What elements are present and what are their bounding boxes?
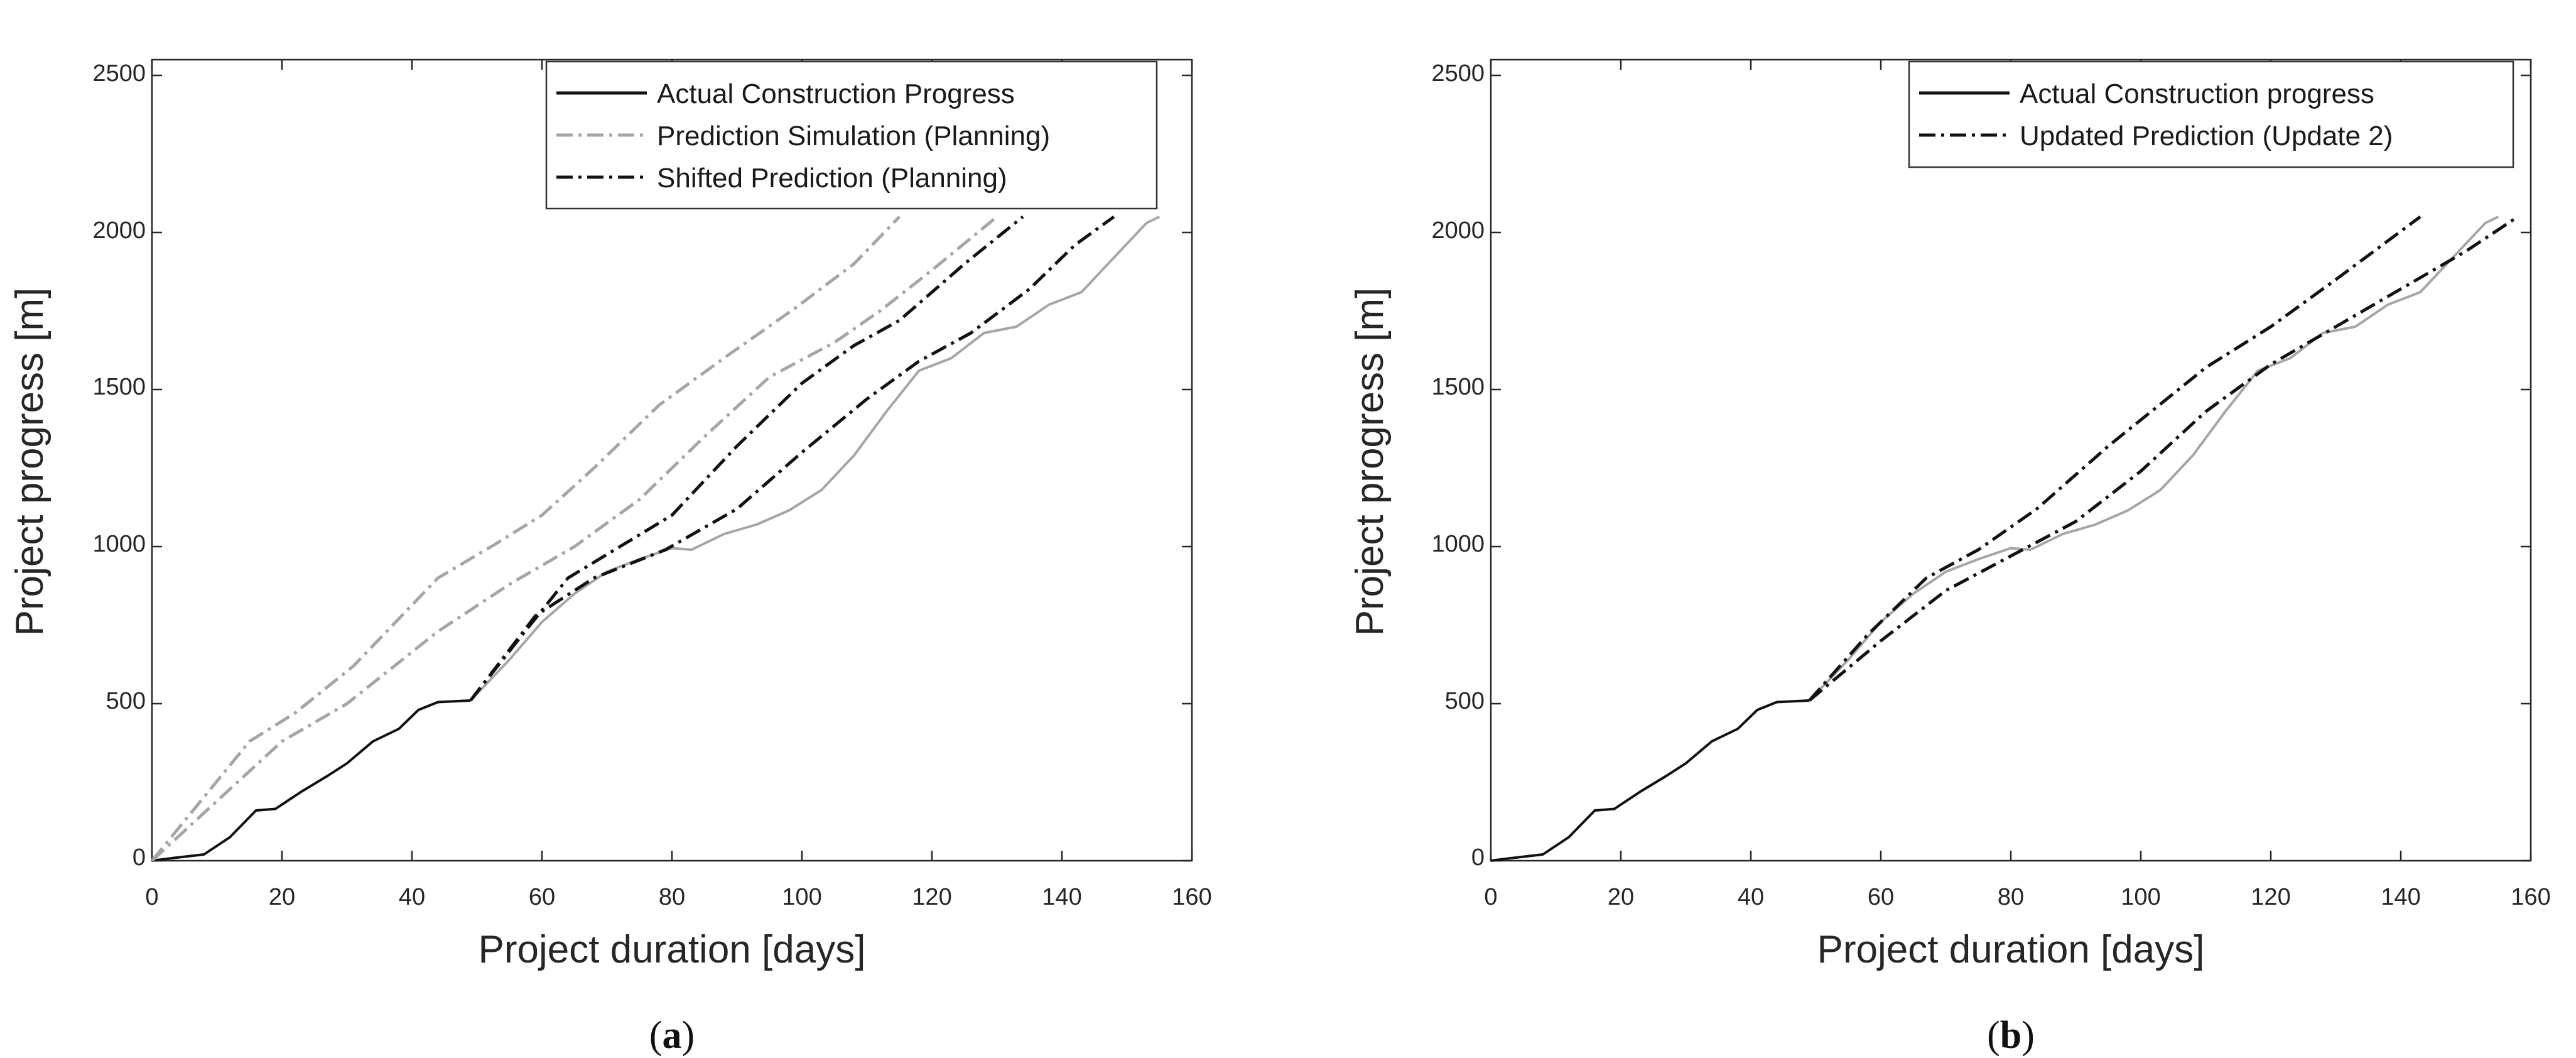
y-tick-labels-b: 0 500 1000 1500 2000 2500 (1431, 60, 1485, 871)
x-tick-label: 120 (912, 884, 951, 910)
caption-letter: a (663, 1014, 682, 1057)
series-line-4 (1808, 215, 2519, 702)
y-tick-label: 2500 (92, 60, 146, 87)
caption-b: (b) (1987, 1014, 2035, 1057)
legend-box (545, 60, 1158, 210)
x-tick-label: 60 (1868, 884, 1894, 910)
axes-frame (1490, 58, 2532, 862)
x-tick-label: 60 (529, 884, 555, 910)
x-tick-label: 20 (269, 884, 295, 910)
caption-open: ( (1987, 1014, 2000, 1057)
y-tick-label: 0 (1471, 844, 1485, 871)
chart-panel-b: 0 500 1000 1500 2000 2500 0 20 40 60 80 … (1348, 58, 2551, 1057)
y-axis-label-a: Project progress [m] (8, 288, 51, 636)
x-tick-label: 40 (399, 884, 425, 910)
series-line-6 (469, 215, 1115, 702)
series-line-2 (1808, 215, 2499, 702)
x-tick-label: 0 (145, 884, 158, 910)
legend-label: Actual Construction progress (2020, 79, 2374, 109)
x-tick-label: 100 (782, 884, 821, 910)
y-tick-label: 1000 (92, 531, 146, 557)
x-tick-label: 20 (1608, 884, 1634, 910)
caption-letter: b (2000, 1014, 2021, 1057)
legend-label: Actual Construction Progress (657, 79, 1015, 109)
x-tick-label: 40 (1738, 884, 1764, 910)
x-tick-labels-a: 0 20 40 60 80 100 120 140 160 (145, 884, 1211, 910)
x-tick-label: 160 (1172, 884, 1211, 910)
y-tick-label: 500 (1445, 688, 1485, 714)
series-line-5 (469, 215, 1024, 702)
x-tick-label: 0 (1484, 884, 1497, 910)
x-tick-label: 140 (1042, 884, 1081, 910)
caption-a: (a) (649, 1014, 695, 1057)
caption-open: ( (649, 1014, 663, 1057)
x-tick-labels-b: 0 20 40 60 80 100 120 140 160 (1484, 884, 2550, 910)
x-tick-label: 80 (1998, 884, 2024, 910)
legend-b: Actual Construction progress Updated Pre… (1908, 60, 2514, 168)
x-tick-label: 160 (2511, 884, 2550, 910)
legend-label: Updated Prediction (Update 2) (2020, 121, 2393, 151)
series-line-2 (469, 215, 1161, 702)
chart-panel-a: 0 500 1000 1500 2000 2500 0 20 40 60 80 … (8, 58, 1212, 1057)
x-axis-label-a: Project duration [days] (479, 928, 866, 971)
series-line-1 (151, 699, 471, 862)
legend-box (1908, 60, 2514, 168)
y-tick-label: 1000 (1431, 531, 1485, 557)
series-line-3 (151, 215, 901, 862)
y-tick-label: 2500 (1431, 60, 1485, 87)
x-tick-label: 140 (2381, 884, 2420, 910)
x-tick-label: 120 (2251, 884, 2290, 910)
y-tick-labels-a: 0 500 1000 1500 2000 2500 (92, 60, 146, 871)
x-axis-label-b: Project duration [days] (1817, 928, 2205, 971)
caption-close: ) (682, 1014, 695, 1057)
y-axis-label-b: Project progress [m] (1348, 288, 1392, 636)
y-tick-label: 1500 (1431, 374, 1485, 400)
x-tick-label: 80 (659, 884, 685, 910)
series-line-1 (1490, 699, 1810, 862)
y-tick-label: 1500 (92, 374, 146, 400)
y-tick-label: 500 (106, 688, 146, 714)
y-tick-label: 2000 (92, 217, 146, 244)
y-tick-label: 0 (133, 844, 146, 871)
plot-area-b (1490, 58, 2532, 862)
series-line-3 (1808, 215, 2422, 702)
series-line-4 (151, 215, 998, 862)
y-tick-label: 2000 (1431, 217, 1485, 244)
legend-a: Actual Construction Progress Prediction … (545, 60, 1158, 210)
legend-label: Prediction Simulation (Planning) (657, 121, 1050, 151)
x-tick-label: 100 (2121, 884, 2160, 910)
legend-label: Shifted Prediction (Planning) (657, 163, 1007, 194)
caption-close: ) (2021, 1014, 2035, 1057)
